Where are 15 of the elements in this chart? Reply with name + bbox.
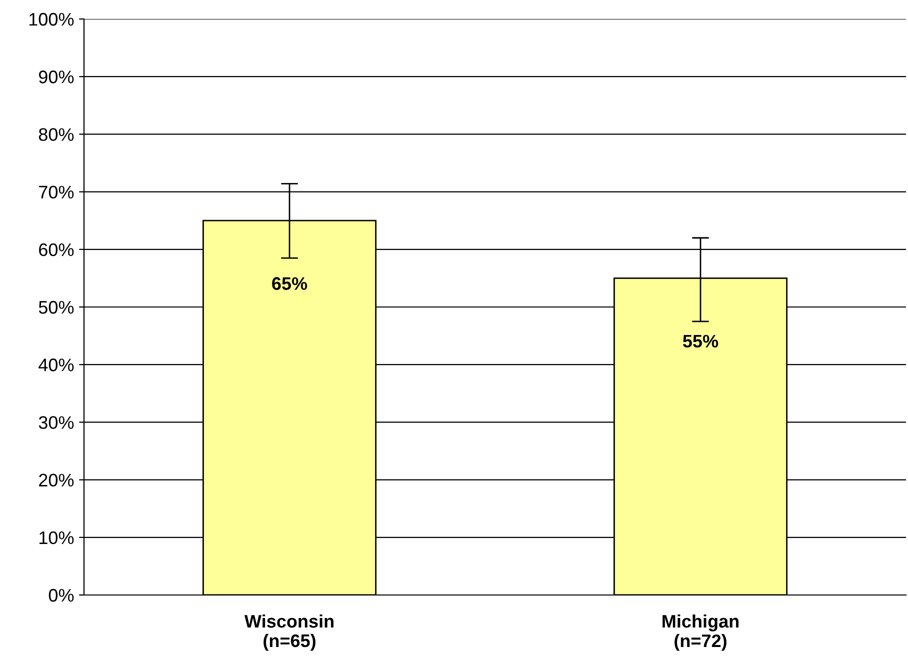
y-tick-label: 40% [38, 358, 74, 372]
data-label: 65% [272, 277, 308, 290]
y-tick-label: 80% [38, 128, 74, 141]
x-tick-label: Wisconsin (n=65) [244, 614, 334, 651]
y-tick-label: 20% [39, 474, 74, 487]
y-tick-label: 70% [39, 186, 74, 199]
y-tick-label: 30% [38, 416, 74, 429]
x-tick-label: Michigan (n=72) [662, 614, 739, 651]
y-tick-label: 100% [29, 12, 74, 26]
y-tick-label: 0% [48, 588, 74, 602]
data-label: 55% [682, 334, 718, 348]
y-tick-label: 90% [38, 70, 74, 84]
y-tick-label: 10% [40, 531, 74, 544]
y-tick-label: 60% [39, 243, 74, 256]
y-tick-label: 50% [38, 300, 74, 314]
